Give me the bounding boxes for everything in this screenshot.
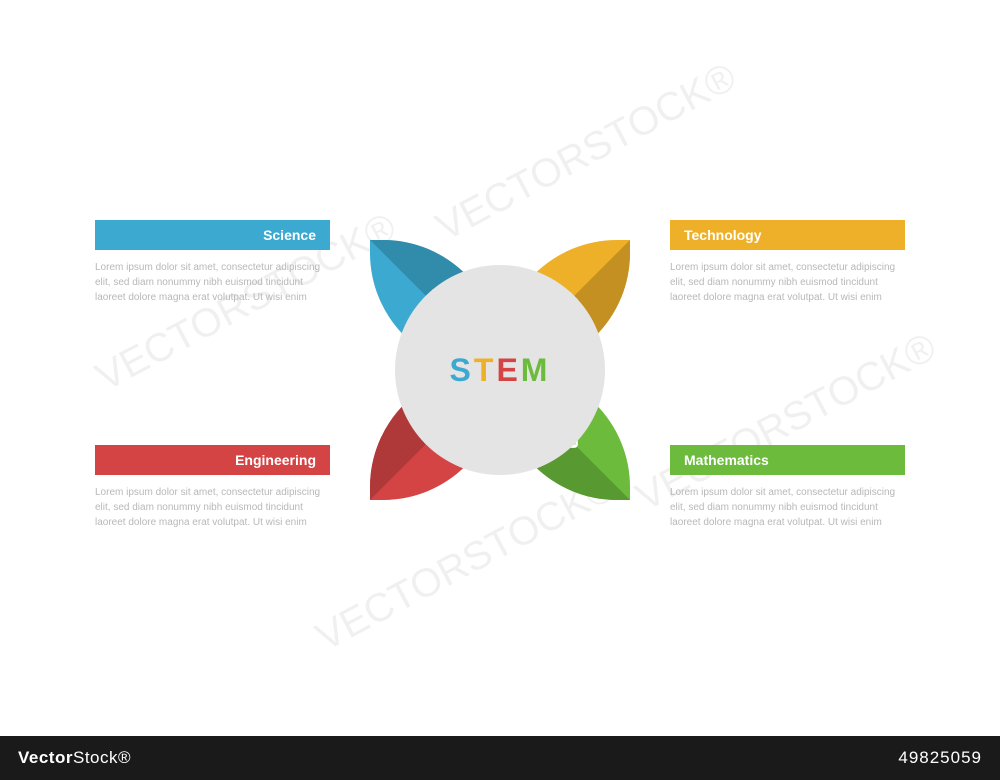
footer-id: 49825059 [898,748,982,768]
label-mathematics: Mathematics [670,445,905,475]
desc-science: Lorem ipsum dolor sit amet, consectetur … [95,260,330,305]
footer-brand-bold: Vector [18,748,73,767]
desc-technology: Lorem ipsum dolor sit amet, consectetur … [670,260,905,305]
center-title: STEM [450,352,551,389]
label-science: Science [95,220,330,250]
footer-bar: VectorStock® 49825059 [0,736,1000,780]
block-technology: Technology Lorem ipsum dolor sit amet, c… [670,220,905,305]
label-technology: Technology [670,220,905,250]
infographic-canvas: VECTORSTOCK® VECTORSTOCK® VECTORSTOCK® V… [0,0,1000,780]
block-science: Science Lorem ipsum dolor sit amet, cons… [95,220,330,305]
label-engineering: Engineering [95,445,330,475]
center-circle: STEM [395,265,605,475]
footer-brand-rest: Stock® [73,748,131,767]
desc-engineering: Lorem ipsum dolor sit amet, consectetur … [95,485,330,530]
block-mathematics: Mathematics Lorem ipsum dolor sit amet, … [670,445,905,530]
block-engineering: Engineering Lorem ipsum dolor sit amet, … [95,445,330,530]
desc-mathematics: Lorem ipsum dolor sit amet, consectetur … [670,485,905,530]
footer-brand: VectorStock® [18,748,131,768]
